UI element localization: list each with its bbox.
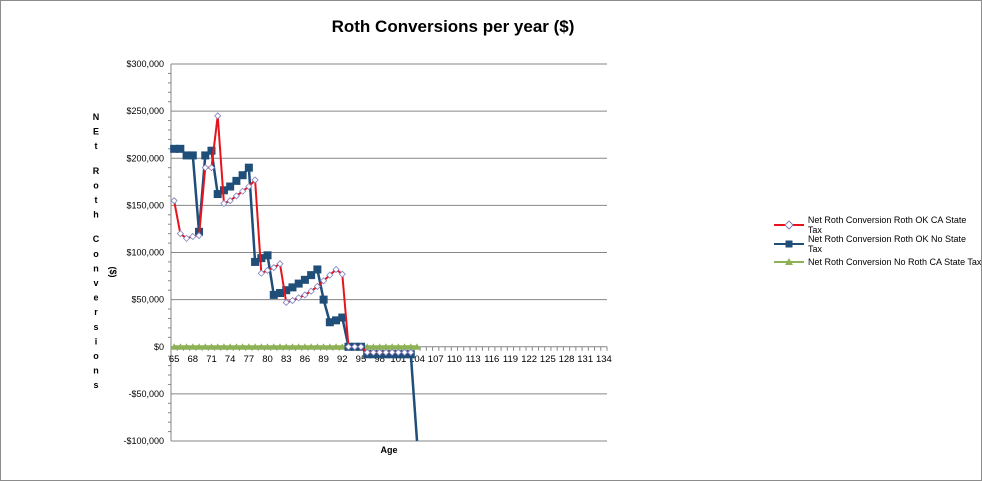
x-tick-label: 80 [262,354,273,365]
triangle-marker-icon [774,258,804,266]
series-line-blue [174,147,419,442]
x-tick-label: 83 [281,354,292,365]
x-tick-label: 134 [596,354,612,365]
x-tick-label: 65 [169,354,180,365]
x-tick-label: 119 [503,354,518,365]
y-tick-label: $200,000 [126,153,164,163]
y-tick-label: -$100,000 [123,436,164,446]
y-axis-title-letter: o [93,249,99,259]
x-tick-label: 86 [300,354,311,365]
y-tick-label: $150,000 [126,200,164,210]
x-tick-label: 116 [484,354,499,365]
legend-label: Net Roth Conversion Roth OK CA State Tax [807,215,967,236]
x-tick-label: 128 [559,354,575,365]
y-axis-title-letter: o [93,351,99,361]
y-axis-title-letter: n [93,366,99,376]
legend-item-blue: Net Roth Conversion Roth OK No State Tax [774,233,982,254]
x-tick-label: 98 [374,354,385,365]
x-tick-label: 113 [466,354,481,365]
x-tick-label: 131 [577,354,593,365]
y-axis-unit: ($) [108,267,118,278]
x-tick-label: 95 [356,354,367,365]
x-tick-label: 107 [428,354,444,365]
legend: Net Roth Conversion Roth OK CA State Tax… [774,215,982,272]
legend-label: Net Roth Conversion Roth OK No State Tax [807,233,967,254]
y-tick-label: -$50,000 [128,389,164,399]
y-tick-label: $300,000 [126,59,164,69]
y-axis-title-letter: r [94,307,98,317]
x-tick-label: 68 [188,354,199,365]
y-tick-label: $250,000 [126,106,164,116]
x-tick-label: 77 [244,354,255,365]
y-axis-title-letter: s [93,380,98,390]
y-axis-title-letter: v [93,278,98,288]
y-axis-title-letter: e [93,293,98,303]
y-axis-title-letter: N [93,112,100,122]
x-tick-label: 74 [225,354,236,365]
y-tick-label: $0 [154,342,164,352]
y-axis-title-letter: i [95,336,98,346]
x-tick-label: 71 [206,354,217,365]
diamond-marker-icon [774,220,804,230]
legend-item-red: Net Roth Conversion Roth OK CA State Tax [774,215,982,236]
x-tick-label: 122 [521,354,537,365]
x-tick-label: 110 [447,354,462,365]
x-axis-title: Age [380,445,397,455]
y-axis-title-letter: s [93,322,98,332]
legend-label: Net Roth Conversion No Roth CA State Tax [808,257,982,268]
y-tick-label: $100,000 [126,248,164,258]
y-axis-title-letter: o [93,180,99,190]
x-tick-label: 89 [318,354,329,365]
chart-title: Roth Conversions per year ($) [331,17,575,36]
y-axis-title-letter: E [93,127,99,137]
y-axis-title-letter: t [95,141,98,151]
square-marker-icon [774,240,804,248]
y-axis-title-letter: h [93,210,99,220]
y-tick-label: $50,000 [131,295,164,305]
legend-item-green: Net Roth Conversion No Roth CA State Tax [774,253,982,272]
y-axis-title-letter: R [93,166,100,176]
x-tick-label: 101 [390,354,406,365]
y-axis-title-letter: n [93,263,99,273]
x-tick-label: 104 [409,354,425,365]
y-axis-title-letter: t [95,195,98,205]
x-tick-label: 92 [337,354,348,365]
y-axis-title-letter: C [93,234,100,244]
x-tick-label: 125 [540,354,556,365]
